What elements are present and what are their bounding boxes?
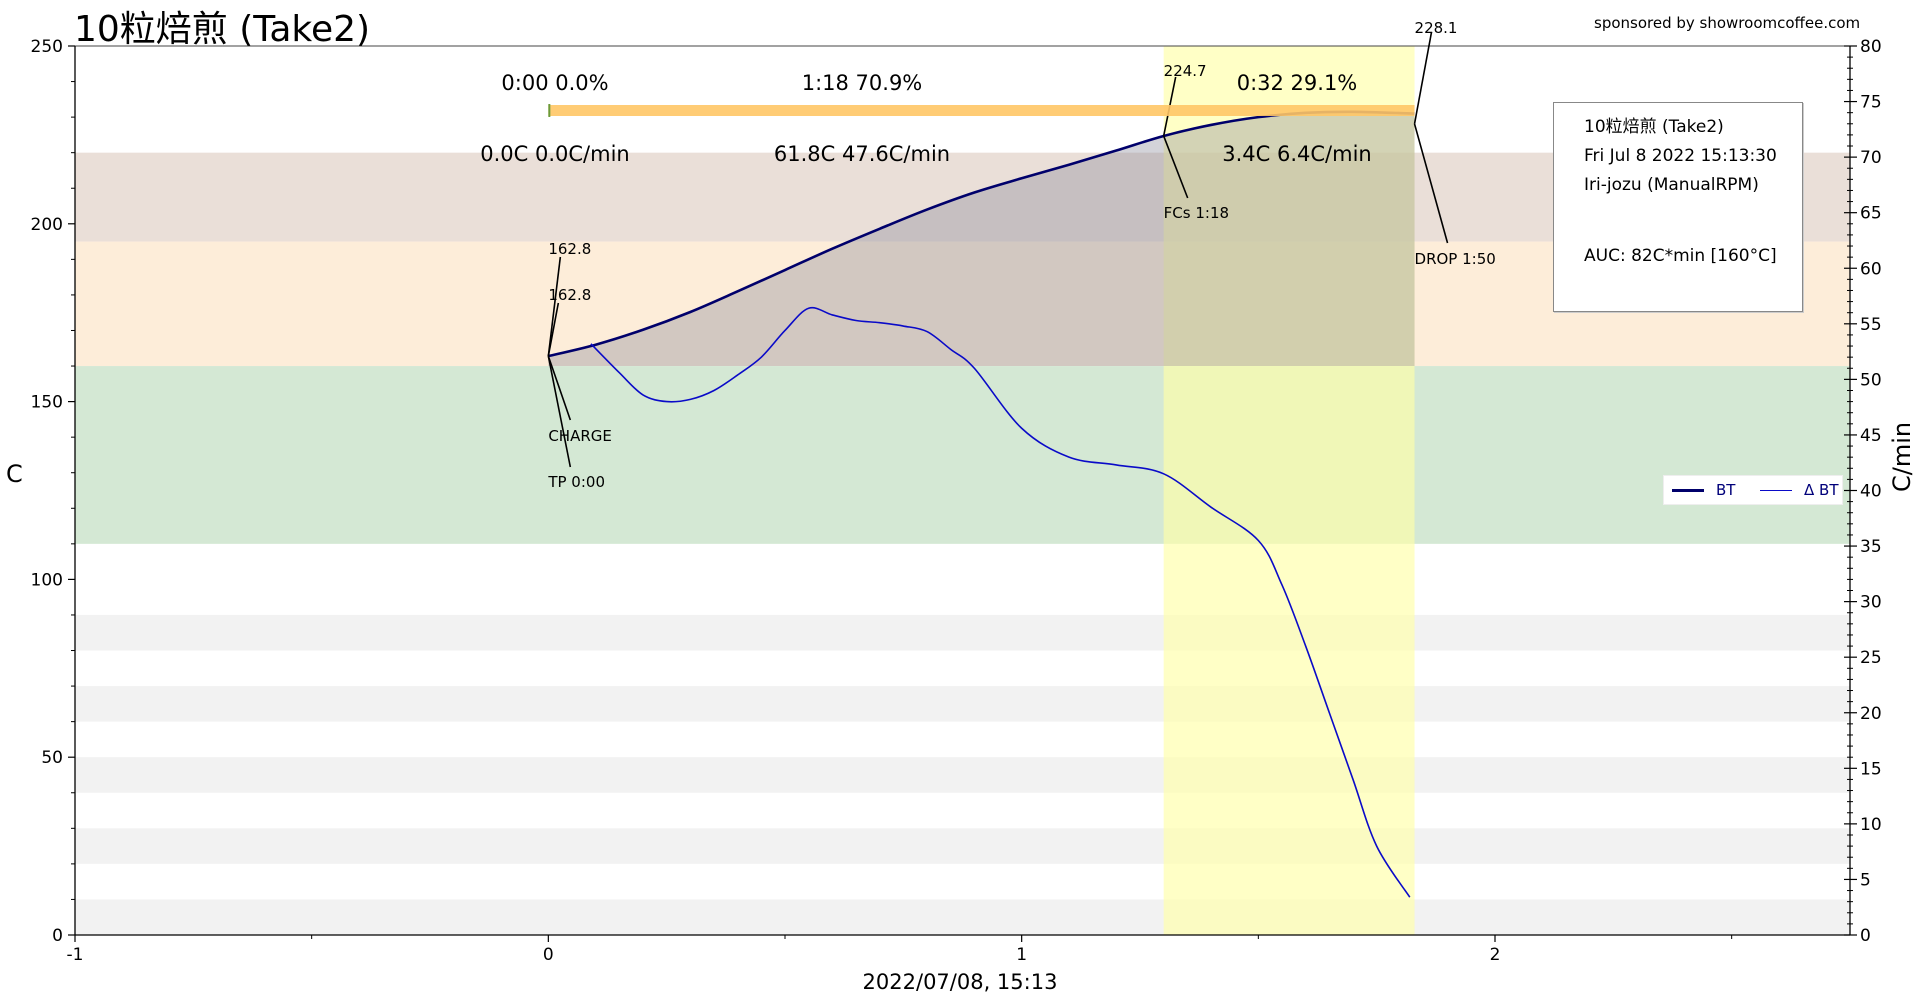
phase-rate-label: 3.4C 6.4C/min [1222, 142, 1371, 166]
phase-bar [548, 105, 1415, 116]
phase-bar-start-marker [548, 104, 551, 117]
legend-item-delta-bt: Δ BT [1760, 481, 1838, 499]
x-tick-label: -1 [67, 945, 84, 965]
first-crack-zone [1163, 46, 1415, 935]
y2-tick-label: 0 [1860, 926, 1871, 946]
charge-leader [547, 355, 572, 421]
auc-area [548, 111, 1415, 367]
x-tick-label: 2 [1490, 945, 1501, 965]
bg-stripe-1 [75, 828, 1850, 864]
phase-time-label: 1:18 70.9% [802, 71, 923, 95]
phase-rate-label: 61.8C 47.6C/min [774, 142, 950, 166]
y-tick-label: 250 [31, 37, 63, 57]
charge-label: CHARGE [548, 427, 612, 445]
y-tick-label: 0 [52, 926, 63, 946]
legend-swatch-delta-bt [1760, 489, 1792, 491]
series-line-delta-bt [590, 306, 1411, 898]
drop-label: DROP 1:50 [1415, 250, 1496, 268]
legend-item-bt: BT [1672, 481, 1735, 499]
y2-tick-label: 50 [1860, 370, 1882, 390]
y2-tick-label: 75 [1860, 93, 1882, 113]
info-date: Fri Jul 8 2022 15:13:30 [1584, 146, 1777, 166]
x-axis-label: 2022/07/08, 15:13 [862, 970, 1058, 994]
y2-tick-label: 35 [1860, 537, 1882, 557]
charge-temp-leader [547, 256, 562, 357]
tp-temp-leader [547, 302, 560, 357]
fcs-leader [1162, 135, 1189, 199]
y2-tick-label: 70 [1860, 148, 1882, 168]
chart-legend: BT Δ BT [1663, 475, 1843, 505]
y-tick-label: 100 [31, 570, 63, 590]
bg-stripe-0 [75, 899, 1850, 935]
info-auc: AUC: 82C*min [160°C] [1584, 246, 1777, 266]
y2-tick-label: 45 [1860, 426, 1882, 446]
y2-tick-label: 40 [1860, 482, 1882, 502]
drop-temp-label: 228.1 [1415, 19, 1458, 37]
series-line-bt [548, 110, 1415, 358]
drop-leader [1413, 123, 1449, 244]
tp-temp-label: 162.8 [548, 286, 591, 304]
tp-leader [547, 355, 572, 468]
info-machine: Iri-jozu (ManualRPM) [1584, 175, 1759, 195]
y2-tick-label: 60 [1860, 259, 1882, 279]
y2-tick-label: 55 [1860, 315, 1882, 335]
y2-tick-label: 5 [1860, 870, 1871, 890]
y2-tick-label: 30 [1860, 593, 1882, 613]
chart-title: 10粒焙煎 (Take2) [74, 9, 371, 50]
y2-axis-label: C/min [1888, 421, 1916, 492]
temp-band-2 [75, 366, 1850, 544]
y2-tick-label: 15 [1860, 759, 1882, 779]
fcs-label: FCs 1:18 [1164, 204, 1229, 222]
charge-temp-label: 162.8 [548, 240, 591, 258]
phase-time-label: 0:00 0.0% [501, 71, 608, 95]
y-tick-label: 200 [31, 215, 63, 235]
y2-tick-label: 25 [1860, 648, 1882, 668]
y-tick-label: 50 [41, 748, 63, 768]
y-tick-label: 150 [31, 393, 63, 413]
phase-rate-label: 0.0C 0.0C/min [480, 142, 629, 166]
sponsor-text: sponsored by showroomcoffee.com [1594, 14, 1861, 32]
legend-label-bt: BT [1716, 481, 1736, 499]
x-tick-label: 1 [1016, 945, 1027, 965]
bg-stripe-3 [75, 686, 1850, 722]
legend-label-delta-bt: Δ BT [1804, 481, 1839, 499]
phase-time-label: 0:32 29.1% [1237, 71, 1358, 95]
fcs-temp-label: 224.7 [1164, 62, 1207, 80]
y-axis-label: C [6, 460, 23, 488]
bg-stripe-2 [75, 757, 1850, 793]
drop-temp-leader [1413, 31, 1433, 125]
roast-info-box: 10粒焙煎 (Take2) Fri Jul 8 2022 15:13:30 Ir… [1553, 102, 1803, 312]
x-tick-label: 0 [543, 945, 554, 965]
y2-tick-label: 80 [1860, 37, 1882, 57]
y2-tick-label: 65 [1860, 204, 1882, 224]
y2-tick-label: 20 [1860, 704, 1882, 724]
tp-label: TP 0:00 [547, 473, 605, 491]
bg-stripe-4 [75, 614, 1850, 651]
info-title: 10粒焙煎 (Take2) [1584, 117, 1724, 137]
legend-swatch-bt [1672, 488, 1704, 492]
y2-tick-label: 10 [1860, 815, 1882, 835]
